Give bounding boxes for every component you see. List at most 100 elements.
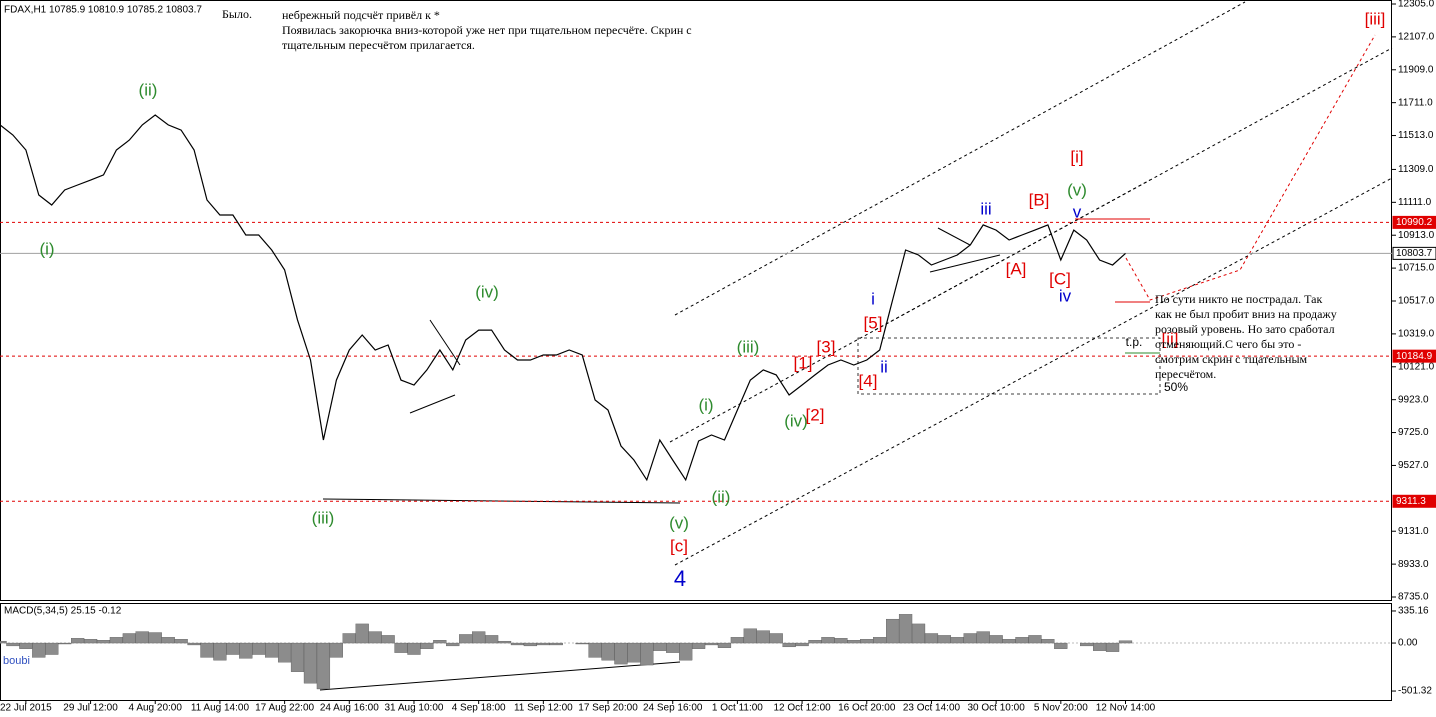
macd-bar (821, 637, 835, 644)
macd-bar (45, 642, 59, 655)
macd-bar (523, 642, 538, 647)
macd-bar (588, 642, 602, 658)
wave-label: [i] (1070, 147, 1083, 166)
macd-bar (394, 642, 408, 653)
wave-label: t.p. (1126, 335, 1143, 349)
wave-label: [A] (1006, 259, 1027, 278)
trend-line (409, 394, 456, 414)
wave-label: 50% (1164, 380, 1188, 394)
symbol-header: FDAX,H1 10785.9 10810.9 10785.2 10803.7 (4, 5, 202, 16)
macd-bar (575, 642, 589, 645)
macd-bar (924, 633, 939, 644)
macd-bar (898, 614, 913, 644)
macd-bar (614, 642, 628, 665)
macd-bar (963, 633, 977, 644)
note-text: По сути никто не пострадал. Так (1155, 292, 1322, 306)
macd-bar (381, 635, 395, 644)
macd-bar (549, 642, 563, 646)
macd-frame (0, 603, 1392, 701)
note-text: смотрим скрин с тщательным (1155, 352, 1308, 366)
wave-label: (iv) (784, 411, 808, 430)
macd-bar (679, 642, 693, 661)
wave-label: 4 (674, 566, 686, 591)
macd-bar (265, 642, 279, 658)
macd-bar (83, 639, 98, 644)
note-text: как не был пробит вниз на продажу (1155, 307, 1337, 321)
macd-bar (911, 623, 926, 644)
y-tick-label: 9131.0 (1398, 526, 1429, 537)
macd-bar (459, 634, 473, 644)
trend-line (929, 254, 1001, 273)
macd-bar (252, 642, 266, 655)
price-line (0, 114, 1126, 482)
wave-label: (ii) (139, 80, 158, 99)
zone-box (857, 337, 1161, 395)
note-text: Появилась закорючка вниз-которой уже нет… (282, 23, 692, 37)
macd-bar (1093, 642, 1107, 651)
wave-label: (v) (669, 513, 689, 532)
note-text: отменяющий.С чего бы это - (1155, 337, 1301, 351)
x-tick-label: 17 Aug 22:00 (255, 703, 314, 714)
trend-line (937, 227, 971, 246)
x-tick-label: 24 Sep 16:00 (643, 703, 703, 714)
macd-bar (756, 630, 770, 644)
macd-bar (1118, 640, 1133, 644)
macd-bar (847, 640, 861, 644)
macd-bar (704, 642, 719, 646)
macd-bar (1002, 639, 1016, 644)
x-tick-label: 16 Oct 20:00 (838, 703, 896, 714)
wave-label: ii (880, 357, 888, 376)
y-tick-label: 10913.0 (1398, 230, 1435, 241)
level-label: 10184.9 (1396, 351, 1433, 362)
macd-bar (433, 640, 447, 644)
x-tick-label: 29 Jul 12:00 (63, 703, 118, 714)
projection-line (1125, 34, 1376, 301)
y-tick-label: 11513.0 (1398, 130, 1434, 141)
macd-bar (769, 633, 783, 644)
macd-bar (510, 642, 525, 646)
x-tick-label: 17 Sep 20:00 (578, 703, 638, 714)
y-tick-label: 11309.0 (1398, 164, 1434, 175)
main-frame (0, 0, 1392, 601)
macd-bar (226, 642, 240, 655)
note-text: розовый уровень. Но зато сработал (1155, 322, 1335, 336)
macd-bar (239, 642, 253, 659)
note-text: небрежный подсчёт привёл к * (282, 8, 440, 22)
macd-bar (122, 633, 136, 644)
wave-label: iii (980, 199, 991, 218)
macd-bar (200, 642, 214, 658)
macd-title: MACD(5,34,5) 25.15 -0.12 (4, 606, 122, 617)
wave-label: i (871, 289, 875, 308)
x-tick-label: 4 Sep 18:00 (452, 703, 506, 714)
y-tick-label: 10517.0 (1398, 296, 1435, 307)
y-tick-label: 9527.0 (1398, 460, 1429, 471)
macd-bar (368, 631, 382, 644)
note-text: пересчётом. (1155, 367, 1216, 381)
macd-bar (446, 642, 460, 647)
y-tick-label: 11711.0 (1398, 97, 1433, 108)
macd-bar (316, 642, 331, 690)
level-label-box (1392, 349, 1436, 363)
wave-label: (iii) (737, 337, 760, 356)
wave-label: (v) (1067, 180, 1087, 199)
level-label-box (1392, 246, 1436, 260)
y-tick-label: 9725.0 (1398, 427, 1429, 438)
wave-label: (iv) (475, 282, 499, 301)
wave-label: [c] (670, 536, 688, 555)
x-tick-label: 30 Oct 10:00 (968, 703, 1026, 714)
macd-bar (58, 642, 72, 645)
x-tick-label: 24 Aug 16:00 (320, 703, 379, 714)
level-label: 10990.2 (1396, 217, 1433, 228)
macd-bar (1105, 642, 1120, 652)
x-tick-label: 12 Oct 12:00 (773, 703, 831, 714)
y-tick-label: 8735.0 (1398, 592, 1429, 603)
macd-divergence (319, 661, 681, 691)
trend-line (429, 319, 461, 366)
macd-bar (717, 642, 732, 648)
y-tick-label: 8933.0 (1398, 559, 1429, 570)
macd-bar (1041, 639, 1055, 644)
macd-bar (536, 642, 550, 646)
macd-bar (691, 642, 706, 649)
x-tick-label: 11 Aug 14:00 (191, 703, 250, 714)
macd-bar (161, 637, 175, 644)
